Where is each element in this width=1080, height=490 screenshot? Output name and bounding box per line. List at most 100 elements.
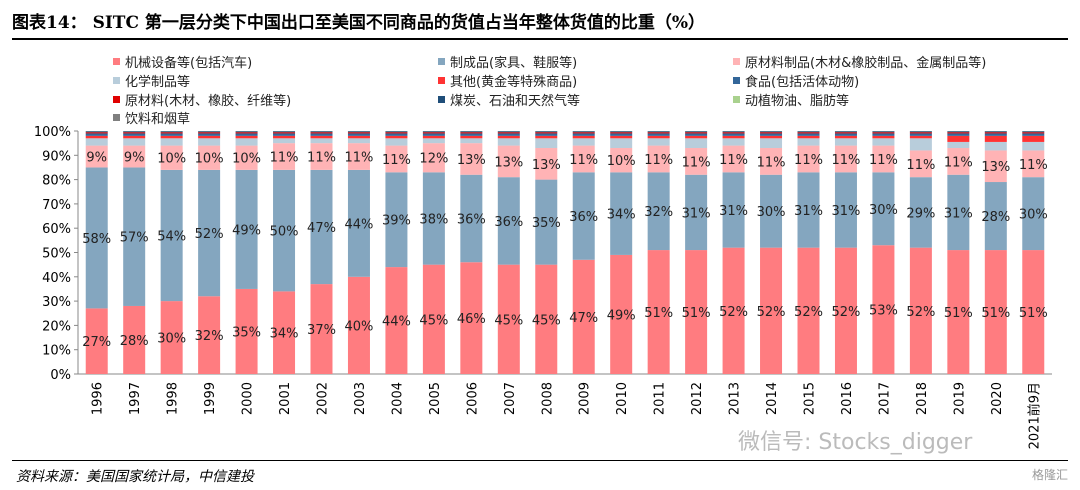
data-label: 52% bbox=[832, 305, 861, 320]
x-tick-label: 2006 bbox=[465, 382, 480, 415]
bar-segment bbox=[385, 172, 408, 268]
bar-segment bbox=[797, 172, 820, 248]
data-label: 30% bbox=[869, 203, 898, 218]
y-tick-label: 90% bbox=[42, 149, 71, 164]
data-label: 53% bbox=[869, 304, 898, 319]
bar-segment bbox=[722, 133, 745, 136]
x-tick-label: 2005 bbox=[428, 382, 443, 415]
bar-segment bbox=[610, 138, 633, 149]
data-label: 11% bbox=[944, 155, 973, 170]
bar-segment bbox=[198, 135, 221, 139]
bar-segment bbox=[535, 148, 558, 180]
bar-segment bbox=[760, 132, 783, 134]
bar-segment bbox=[685, 138, 708, 149]
bar-segment bbox=[497, 131, 520, 133]
legend-label: 原材料制品(木材&橡胶制品、金属制品等) bbox=[745, 56, 987, 71]
bar-segment bbox=[722, 247, 745, 374]
bar-segment bbox=[385, 138, 408, 146]
bar-segment bbox=[535, 138, 558, 149]
bar-segment bbox=[497, 138, 520, 146]
data-label: 12% bbox=[419, 152, 448, 167]
data-label: 49% bbox=[607, 308, 636, 323]
bar-segment bbox=[572, 172, 595, 260]
bar-segment bbox=[647, 132, 670, 134]
x-tick-label: 1999 bbox=[203, 382, 218, 415]
bar-segment bbox=[947, 148, 970, 175]
bar-segment bbox=[160, 145, 183, 170]
x-tick-label: 2003 bbox=[353, 382, 368, 415]
data-label: 38% bbox=[419, 212, 448, 227]
y-tick-label: 60% bbox=[42, 222, 71, 237]
data-label: 45% bbox=[494, 313, 523, 328]
source-note: 资料来源：美国国家统计局，中信建投 bbox=[16, 469, 254, 485]
x-tick-label: 2018 bbox=[915, 382, 930, 415]
bar-segment bbox=[385, 267, 408, 374]
bar-segment bbox=[610, 131, 633, 133]
bar-segment bbox=[497, 145, 520, 178]
bar-segment bbox=[535, 179, 558, 265]
bar-segment bbox=[310, 135, 333, 139]
bar-segment bbox=[572, 132, 595, 134]
bar-segment bbox=[909, 247, 932, 374]
bar-segment bbox=[235, 138, 258, 146]
data-label: 10% bbox=[607, 154, 636, 169]
bar-segment bbox=[797, 132, 820, 134]
legend-swatch bbox=[438, 77, 445, 84]
bar-segment bbox=[984, 141, 1007, 151]
bar-segment bbox=[572, 138, 595, 146]
bar-segment bbox=[872, 131, 895, 133]
x-tick-label: 2007 bbox=[503, 382, 518, 415]
bar-segment bbox=[85, 167, 108, 309]
bar-segment bbox=[497, 132, 520, 134]
bar-segment bbox=[123, 133, 146, 136]
legend-swatch bbox=[438, 58, 445, 65]
legend-label: 化学制品等 bbox=[125, 75, 191, 90]
data-label: 30% bbox=[1019, 208, 1048, 223]
bar-segment bbox=[123, 167, 146, 306]
bar-segment bbox=[460, 132, 483, 134]
bar-segment bbox=[760, 247, 783, 374]
bar-segment bbox=[947, 131, 970, 133]
bar-segment bbox=[385, 131, 408, 133]
bar-segment bbox=[310, 143, 333, 170]
data-label: 57% bbox=[120, 231, 149, 246]
bar-segment bbox=[422, 264, 445, 374]
bar-segment bbox=[422, 138, 445, 144]
bar-segment bbox=[422, 143, 445, 173]
legend-label: 机械设备等(包括汽车) bbox=[125, 56, 253, 71]
data-label: 31% bbox=[832, 204, 861, 219]
bar-segment bbox=[347, 138, 370, 144]
data-label: 28% bbox=[981, 210, 1010, 225]
bar-segment bbox=[273, 132, 296, 134]
watermark: 微信号: Stocks_digger bbox=[738, 430, 973, 455]
bar-segment bbox=[797, 145, 820, 173]
bar-segment bbox=[535, 132, 558, 134]
data-label: 35% bbox=[532, 216, 561, 231]
bar-segment bbox=[760, 135, 783, 139]
data-label: 11% bbox=[794, 153, 823, 168]
bar-segment bbox=[273, 135, 296, 139]
bar-segment bbox=[760, 133, 783, 136]
bottom-rule bbox=[12, 460, 1068, 461]
x-tick-label: 1996 bbox=[91, 382, 106, 415]
bar-segment bbox=[497, 133, 520, 136]
bar-segment bbox=[872, 245, 895, 374]
data-label: 11% bbox=[869, 153, 898, 168]
legend-swatch bbox=[438, 96, 445, 103]
bar-segment bbox=[535, 133, 558, 136]
data-label: 54% bbox=[157, 229, 186, 244]
bar-segment bbox=[909, 135, 932, 139]
bar-segment bbox=[85, 133, 108, 136]
legend-label: 饮料和烟草 bbox=[125, 112, 191, 127]
data-label: 44% bbox=[345, 217, 374, 232]
x-tick-label: 1998 bbox=[166, 382, 181, 415]
bar-segment bbox=[85, 308, 108, 374]
data-label: 47% bbox=[569, 311, 598, 326]
bar-segment bbox=[85, 131, 108, 133]
bar-segment bbox=[160, 132, 183, 134]
bar-segment bbox=[198, 296, 221, 374]
legend-item: 煤炭、石油和天然气等 bbox=[438, 90, 580, 109]
y-tick-label: 70% bbox=[42, 198, 71, 213]
y-tick-label: 10% bbox=[42, 344, 71, 359]
